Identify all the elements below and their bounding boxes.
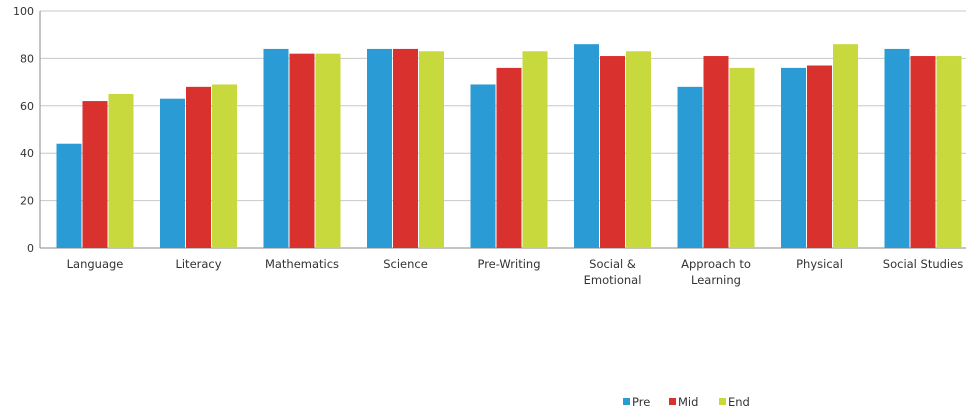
bar-mid <box>703 56 729 248</box>
bar-pre <box>884 48 910 248</box>
bar-end <box>626 51 651 248</box>
bar-end <box>729 67 755 248</box>
y-tick-label: 20 <box>20 195 34 208</box>
x-tick-label: Emotional <box>584 273 642 287</box>
x-tick-label: Social & <box>589 257 636 271</box>
legend-swatch-end <box>719 398 726 405</box>
bar-mid <box>393 48 418 248</box>
legend: Pre Mid End <box>623 395 750 409</box>
bar-pre <box>367 48 392 248</box>
x-axis: Language Literacy Mathematics Science Pre-Wr… <box>67 257 964 287</box>
bar-mid <box>186 86 211 248</box>
y-tick-label: 100 <box>13 5 34 18</box>
bar-end <box>936 56 962 248</box>
x-tick-label: Literacy <box>175 257 221 271</box>
legend-swatch-mid <box>669 398 676 405</box>
x-tick-label: Learning <box>691 273 741 287</box>
bar-mid <box>82 101 108 248</box>
legend-label-pre: Pre <box>632 395 650 409</box>
bar-mid <box>807 65 832 248</box>
x-tick-label: Social Studies <box>883 257 963 271</box>
legend-label-mid: Mid <box>678 395 698 409</box>
y-tick-label: 60 <box>20 100 34 113</box>
bar-end <box>315 53 341 248</box>
bar-pre <box>263 48 289 248</box>
bar-pre <box>56 143 82 248</box>
bar-pre <box>470 84 496 248</box>
bar-pre <box>574 44 599 249</box>
x-tick-label: Physical <box>796 257 843 271</box>
y-tick-label: 80 <box>20 52 34 65</box>
bar-pre <box>160 98 185 248</box>
bar-mid <box>496 67 522 248</box>
bars <box>56 44 962 249</box>
y-tick-label: 0 <box>27 242 34 255</box>
bar-mid <box>289 53 315 248</box>
bar-mid <box>910 56 936 248</box>
x-tick-label: Science <box>383 257 428 271</box>
bar-pre <box>781 67 806 248</box>
legend-swatch-pre <box>623 398 630 405</box>
x-tick-label: Mathematics <box>265 257 339 271</box>
y-axis: 0 20 40 60 80 100 <box>13 5 41 255</box>
bar-pre <box>677 86 703 248</box>
x-tick-label: Pre-Writing <box>477 257 540 271</box>
bar-end <box>108 93 134 248</box>
x-tick-label: Approach to <box>681 257 751 271</box>
bar-end <box>522 51 548 248</box>
y-tick-label: 40 <box>20 147 34 160</box>
bar-end <box>419 51 444 248</box>
bar-mid <box>600 56 625 248</box>
bar-end <box>212 84 237 248</box>
x-tick-label: Language <box>67 257 124 271</box>
legend-label-end: End <box>728 395 750 409</box>
bar-end <box>833 44 858 249</box>
